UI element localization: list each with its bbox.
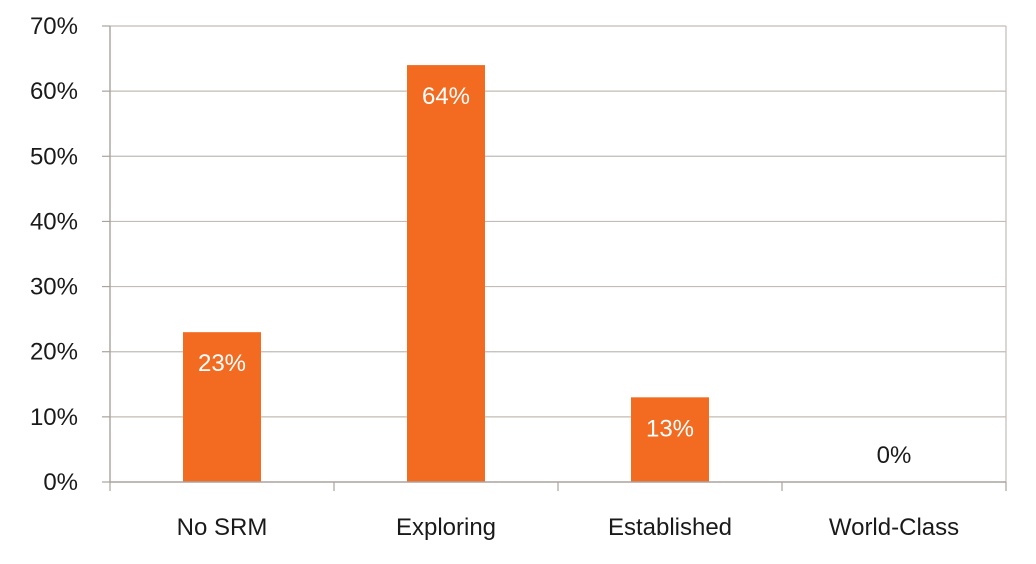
bar-no-srm [183, 332, 261, 482]
bar-established [631, 397, 709, 482]
bar-exploring [407, 65, 485, 482]
y-tick-label: 30% [30, 274, 78, 301]
y-tick-label: 40% [30, 208, 78, 235]
y-axis-tick-labels: 0% 10% 20% 30% 40% 50% 60% 70% [30, 13, 78, 496]
y-tick-label: 50% [30, 143, 78, 170]
data-labels: 23% 64% 13% 0% [198, 83, 911, 469]
x-axis-category-labels: No SRM Exploring Established World-Class [177, 514, 959, 541]
y-tick-label: 10% [30, 404, 78, 431]
x-axis [102, 25, 1007, 491]
x-category-label: No SRM [177, 514, 268, 541]
x-category-label: Exploring [396, 514, 496, 541]
y-tick-label: 20% [30, 339, 78, 366]
data-label: 23% [198, 350, 246, 377]
data-label: 0% [877, 442, 912, 469]
y-tick-label: 0% [43, 469, 78, 496]
data-label: 64% [422, 83, 470, 110]
x-category-label: Established [608, 514, 732, 541]
y-tick-label: 70% [30, 13, 78, 40]
x-category-label: World-Class [829, 514, 959, 541]
y-tick-label: 60% [30, 78, 78, 105]
bars [183, 65, 709, 482]
data-label: 13% [646, 415, 694, 442]
